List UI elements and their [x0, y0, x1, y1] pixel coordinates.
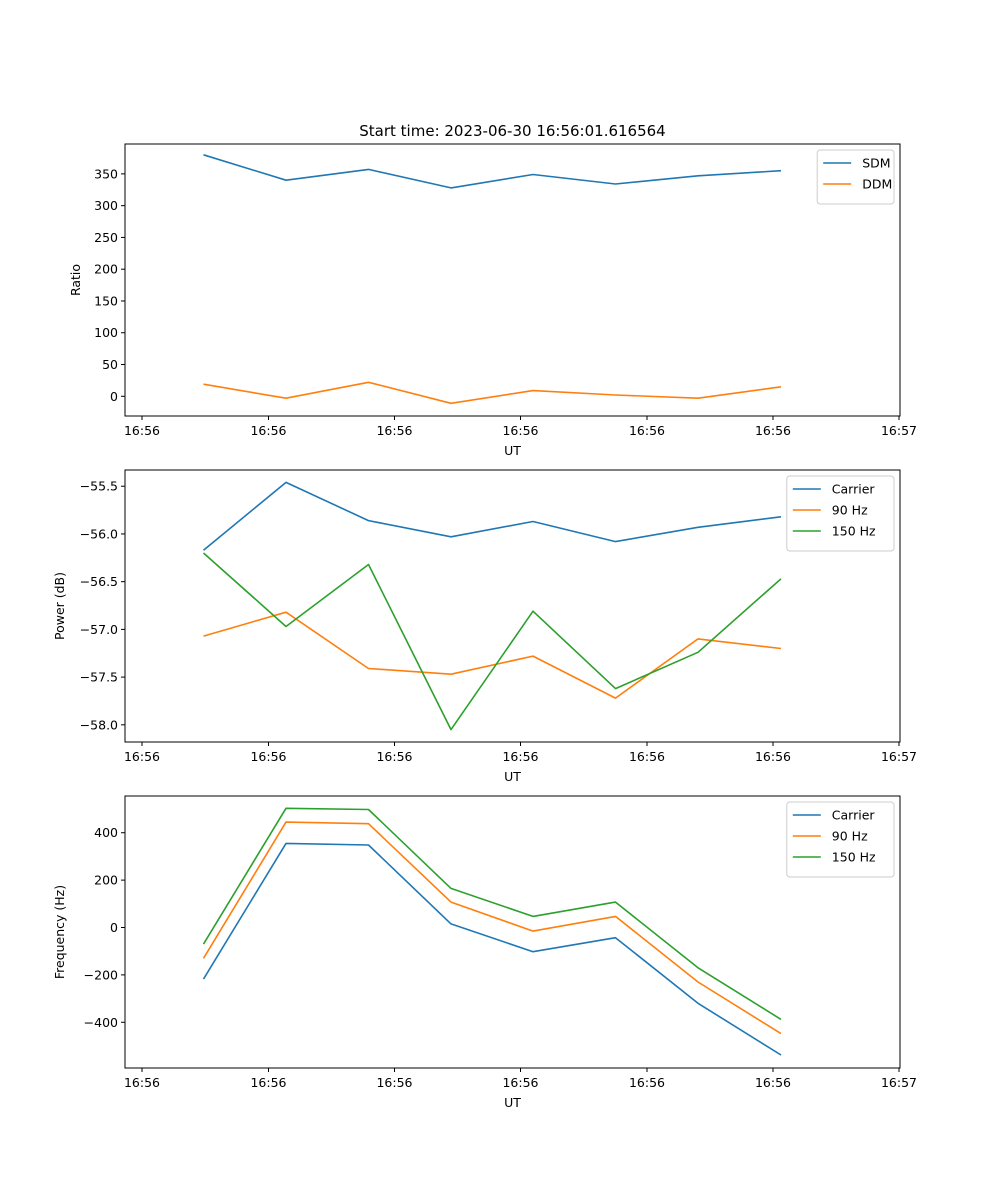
x-tick-label: 16:56 — [755, 749, 791, 764]
x-tick-label: 16:56 — [124, 1075, 160, 1090]
series-line-1 — [202, 821, 782, 1035]
series-line-0 — [202, 481, 782, 551]
subplot-frequency: 16:56 16:56 16:56 16:56 16:56 16:56 16:57 −400 −… — [52, 795, 917, 1110]
legend: Carrier 90 Hz 150 Hz — [786, 801, 895, 878]
series-line-0 — [203, 154, 782, 189]
x-tick-label: 16:56 — [755, 423, 791, 438]
x-tick-label: 16:56 — [755, 1075, 791, 1090]
y-tick-label: 150 — [94, 293, 118, 308]
legend-label: 150 Hz — [832, 524, 876, 539]
plot-frame — [124, 143, 901, 417]
x-tick-label: 16:56 — [250, 423, 286, 438]
y-tick-label: −55.5 — [80, 479, 118, 494]
x-tick-label: 16:56 — [124, 423, 160, 438]
y-tick-label: −58.0 — [80, 717, 118, 732]
legend-label: 90 Hz — [832, 829, 868, 844]
y-axis-label: Power (dB) — [52, 572, 67, 640]
y-tick-label: −56.0 — [80, 526, 118, 541]
subplot-power: 16:56 16:56 16:56 16:56 16:56 16:56 16:57 −58.0… — [52, 469, 917, 784]
x-tick-label: 16:56 — [629, 749, 665, 764]
legend-label: Carrier — [832, 808, 876, 823]
legend-label: 90 Hz — [832, 503, 868, 518]
figure-title: Start time: 2023-06-30 16:56:01.616564 — [359, 122, 665, 140]
y-tick-label: −200 — [84, 967, 118, 982]
y-tick-label: −57.5 — [80, 670, 118, 685]
x-tick-label: 16:57 — [881, 749, 917, 764]
x-tick-label: 16:56 — [250, 1075, 286, 1090]
x-tick-label: 16:56 — [376, 423, 412, 438]
x-tick-label: 16:56 — [250, 749, 286, 764]
y-tick-label: 250 — [94, 230, 118, 245]
y-tick-label: 350 — [94, 166, 118, 181]
y-tick-label: −56.5 — [80, 574, 118, 589]
y-tick-label: −57.0 — [80, 622, 118, 637]
y-tick-label: 0 — [110, 389, 118, 404]
x-tick-label: 16:57 — [881, 1075, 917, 1090]
y-tick-label: 100 — [94, 325, 118, 340]
legend-label: 150 Hz — [832, 850, 876, 865]
x-tick-label: 16:56 — [376, 749, 412, 764]
y-axis-label: Ratio — [68, 264, 83, 296]
legend: SDM DDM — [816, 149, 895, 205]
y-tick-label: 400 — [94, 825, 118, 840]
y-axis-label: Frequency (Hz) — [52, 885, 67, 979]
x-axis-label: UT — [504, 769, 521, 784]
x-tick-label: 16:56 — [629, 1075, 665, 1090]
y-tick-label: 200 — [94, 262, 118, 277]
plot-frame — [124, 795, 901, 1069]
legend-label: SDM — [862, 156, 890, 171]
y-tick-label: 300 — [94, 198, 118, 213]
x-axis-label: UT — [504, 443, 521, 458]
x-tick-label: 16:57 — [881, 423, 917, 438]
legend-box — [786, 801, 895, 878]
x-axis-label: UT — [504, 1095, 521, 1110]
x-tick-label: 16:56 — [502, 423, 538, 438]
y-tick-label: −400 — [84, 1015, 118, 1030]
x-tick-label: 16:56 — [124, 749, 160, 764]
series-line-1 — [203, 381, 782, 405]
legend-label: Carrier — [832, 482, 876, 497]
legend-box — [786, 475, 895, 552]
series-line-1 — [203, 611, 782, 699]
legend: Carrier 90 Hz 150 Hz — [786, 475, 895, 552]
y-tick-label: 200 — [94, 873, 118, 888]
series-line-2 — [202, 807, 782, 1021]
subplot-ratio: 16:56 16:56 16:56 16:56 16:56 16:56 16:57 0 50 10… — [68, 143, 917, 458]
series-line-2 — [202, 552, 782, 731]
series-line-0 — [202, 842, 782, 1056]
plot-frame — [124, 469, 901, 743]
x-tick-label: 16:56 — [376, 1075, 412, 1090]
x-tick-label: 16:56 — [502, 749, 538, 764]
x-tick-label: 16:56 — [502, 1075, 538, 1090]
y-tick-label: 50 — [102, 357, 118, 372]
y-tick-label: 0 — [110, 920, 118, 935]
x-tick-label: 16:56 — [629, 423, 665, 438]
legend-label: DDM — [862, 177, 892, 192]
